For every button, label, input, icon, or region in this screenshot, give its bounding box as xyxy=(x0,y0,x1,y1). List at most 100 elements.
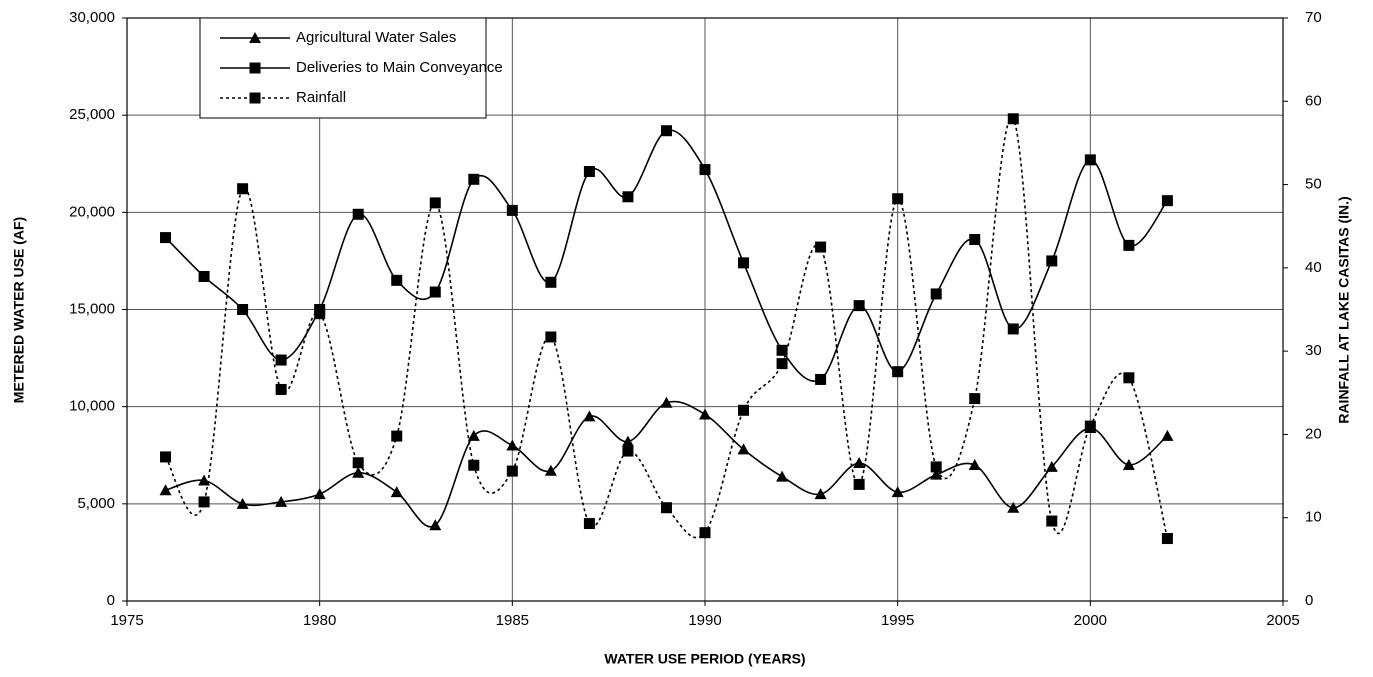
marker xyxy=(198,270,210,282)
marker xyxy=(159,484,172,496)
marker xyxy=(622,191,634,203)
marker xyxy=(198,474,211,486)
marker xyxy=(776,470,789,482)
series-line xyxy=(164,129,1169,382)
y2-tick-label: 0 xyxy=(1305,592,1313,609)
y2-tick-label: 50 xyxy=(1305,176,1322,193)
marker xyxy=(1123,239,1135,251)
marker xyxy=(892,366,904,378)
marker xyxy=(429,197,441,209)
marker xyxy=(815,241,827,253)
y-axis-title: METERED WATER USE (AF) xyxy=(11,217,27,403)
y2-tick-label: 70 xyxy=(1305,9,1322,26)
y-tick-label: 25,000 xyxy=(69,106,115,123)
marker xyxy=(1046,515,1058,527)
marker xyxy=(1007,113,1019,125)
x-tick-label: 1995 xyxy=(881,612,914,629)
legend-label: Agricultural Water Sales xyxy=(296,29,456,46)
marker xyxy=(621,435,634,447)
marker xyxy=(660,125,672,137)
marker xyxy=(930,288,942,300)
marker xyxy=(467,429,480,441)
marker xyxy=(622,445,634,457)
marker xyxy=(390,486,403,498)
plot-frame xyxy=(126,17,1284,602)
marker xyxy=(313,488,326,500)
marker xyxy=(160,232,172,244)
marker xyxy=(1122,458,1135,470)
marker xyxy=(583,410,596,422)
marker xyxy=(776,344,788,356)
marker xyxy=(468,173,480,185)
marker xyxy=(1046,255,1058,267)
y-tick-label: 0 xyxy=(107,592,115,609)
y-tick-label: 30,000 xyxy=(69,9,115,26)
y2-axis-title: RAINFALL AT LAKE CASITAS (IN.) xyxy=(1336,196,1352,423)
marker xyxy=(275,354,287,366)
marker xyxy=(776,358,788,370)
marker xyxy=(1161,195,1173,207)
marker xyxy=(853,478,865,490)
marker xyxy=(237,183,249,195)
marker xyxy=(737,443,750,455)
marker xyxy=(738,404,750,416)
marker xyxy=(429,286,441,298)
marker xyxy=(891,486,904,498)
marker xyxy=(814,488,827,500)
marker xyxy=(660,502,672,514)
x-tick-label: 1985 xyxy=(496,612,529,629)
marker xyxy=(352,208,364,220)
marker xyxy=(391,430,403,442)
marker xyxy=(198,496,210,508)
marker xyxy=(583,166,595,178)
marker xyxy=(969,234,981,246)
marker xyxy=(1123,372,1135,384)
marker xyxy=(506,204,518,216)
marker xyxy=(237,304,249,315)
marker xyxy=(853,300,865,312)
marker xyxy=(506,439,519,451)
y2-tick-label: 30 xyxy=(1305,342,1322,359)
marker xyxy=(545,276,557,288)
marker xyxy=(429,519,442,531)
x-tick-label: 2005 xyxy=(1266,612,1299,629)
legend-marker xyxy=(249,92,261,104)
y-tick-label: 5,000 xyxy=(77,495,115,512)
marker xyxy=(352,466,365,478)
y2-tick-label: 40 xyxy=(1305,259,1322,276)
marker xyxy=(699,164,711,176)
legend-label: Deliveries to Main Conveyance xyxy=(296,59,503,76)
marker xyxy=(468,459,480,471)
legend-label: Rainfall xyxy=(296,89,346,106)
marker xyxy=(545,331,557,343)
marker xyxy=(1161,429,1174,441)
x-tick-label: 2000 xyxy=(1074,612,1107,629)
marker xyxy=(1007,323,1019,335)
marker xyxy=(969,393,981,405)
marker xyxy=(314,308,326,320)
x-axis-title: WATER USE PERIOD (YEARS) xyxy=(604,651,805,667)
marker xyxy=(738,257,750,269)
y-tick-label: 15,000 xyxy=(69,300,115,317)
marker xyxy=(275,383,287,395)
x-tick-label: 1975 xyxy=(110,612,143,629)
marker xyxy=(544,464,557,476)
marker xyxy=(699,408,711,420)
marker xyxy=(236,497,249,509)
marker xyxy=(1045,460,1058,472)
marker xyxy=(699,527,711,539)
y-tick-label: 20,000 xyxy=(69,203,115,220)
marker xyxy=(391,274,403,286)
marker xyxy=(930,468,943,480)
marker xyxy=(892,193,904,205)
y2-tick-label: 10 xyxy=(1305,509,1322,526)
legend-marker xyxy=(249,62,261,74)
marker xyxy=(660,396,673,408)
marker xyxy=(930,461,942,473)
marker xyxy=(1084,420,1096,432)
legend-marker xyxy=(249,32,261,43)
marker xyxy=(352,457,364,469)
x-tick-label: 1990 xyxy=(688,612,721,629)
x-tick-label: 1980 xyxy=(303,612,336,629)
